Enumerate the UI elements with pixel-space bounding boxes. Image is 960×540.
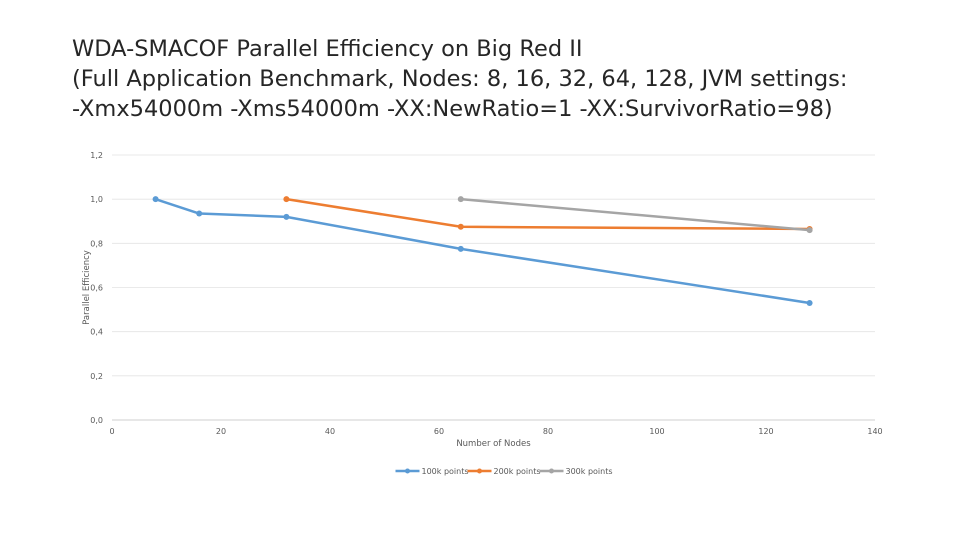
x-tick-label: 100 bbox=[649, 427, 664, 436]
series-line bbox=[286, 197, 810, 231]
chart-title: WDA-SMACOF Parallel Efficiency on Big Re… bbox=[72, 34, 942, 124]
data-point bbox=[152, 196, 159, 203]
x-axis-ticks: 0 20 40 60 80 100 120 140 bbox=[109, 427, 882, 436]
x-tick-label: 80 bbox=[543, 427, 553, 436]
y-tick-label: 1,2 bbox=[90, 151, 103, 160]
legend-swatch-marker bbox=[477, 468, 482, 474]
x-tick-label: 60 bbox=[434, 427, 444, 436]
x-tick-label: 120 bbox=[758, 427, 773, 436]
series-line bbox=[460, 197, 810, 232]
data-point bbox=[806, 227, 813, 234]
y-axis-title: Parallel Efficiency bbox=[82, 250, 92, 325]
y-tick-label: 1,0 bbox=[90, 195, 103, 204]
legend-item: 100k points bbox=[395, 467, 469, 476]
data-point bbox=[457, 196, 464, 203]
legend-label: 100k points bbox=[422, 467, 469, 476]
series-1 bbox=[152, 196, 813, 306]
data-point bbox=[283, 213, 290, 220]
y-tick-label: 0,4 bbox=[90, 328, 103, 337]
x-tick-label: 0 bbox=[109, 427, 114, 436]
x-tick-label: 20 bbox=[216, 427, 226, 436]
chart-title-line-3: -Xmx54000m -Xms54000m -XX:NewRatio=1 -XX… bbox=[72, 96, 833, 122]
y-tick-label: 0,6 bbox=[90, 284, 103, 293]
chart-title-line-1: WDA-SMACOF Parallel Efficiency on Big Re… bbox=[72, 36, 583, 62]
legend-item: 300k points bbox=[539, 467, 613, 476]
legend-label: 300k points bbox=[566, 467, 613, 476]
x-axis-title: Number of Nodes bbox=[456, 439, 531, 449]
legend: 100k points 200k points 300k points bbox=[395, 467, 613, 476]
series-2 bbox=[283, 196, 813, 232]
data-point bbox=[196, 210, 203, 217]
series bbox=[152, 196, 813, 306]
y-tick-label: 0,2 bbox=[90, 372, 103, 381]
series-3 bbox=[457, 196, 813, 234]
chart-title-line-2: (Full Application Benchmark, Nodes: 8, 1… bbox=[72, 66, 848, 92]
legend-swatch-marker bbox=[405, 468, 410, 474]
y-tick-label: 0,0 bbox=[90, 416, 103, 425]
legend-label: 200k points bbox=[494, 467, 541, 476]
gridlines bbox=[112, 154, 875, 421]
y-axis-ticks: 0,0 0,2 0,4 0,6 0,8 1,0 1,2 bbox=[90, 151, 103, 425]
legend-item: 200k points bbox=[467, 467, 541, 476]
x-tick-label: 40 bbox=[325, 427, 335, 436]
data-point bbox=[806, 299, 813, 306]
legend-swatch-marker bbox=[549, 468, 554, 474]
data-point bbox=[457, 223, 464, 230]
data-point bbox=[283, 196, 290, 203]
data-point bbox=[457, 245, 464, 252]
y-tick-label: 0,8 bbox=[90, 239, 103, 248]
x-tick-label: 140 bbox=[867, 427, 882, 436]
